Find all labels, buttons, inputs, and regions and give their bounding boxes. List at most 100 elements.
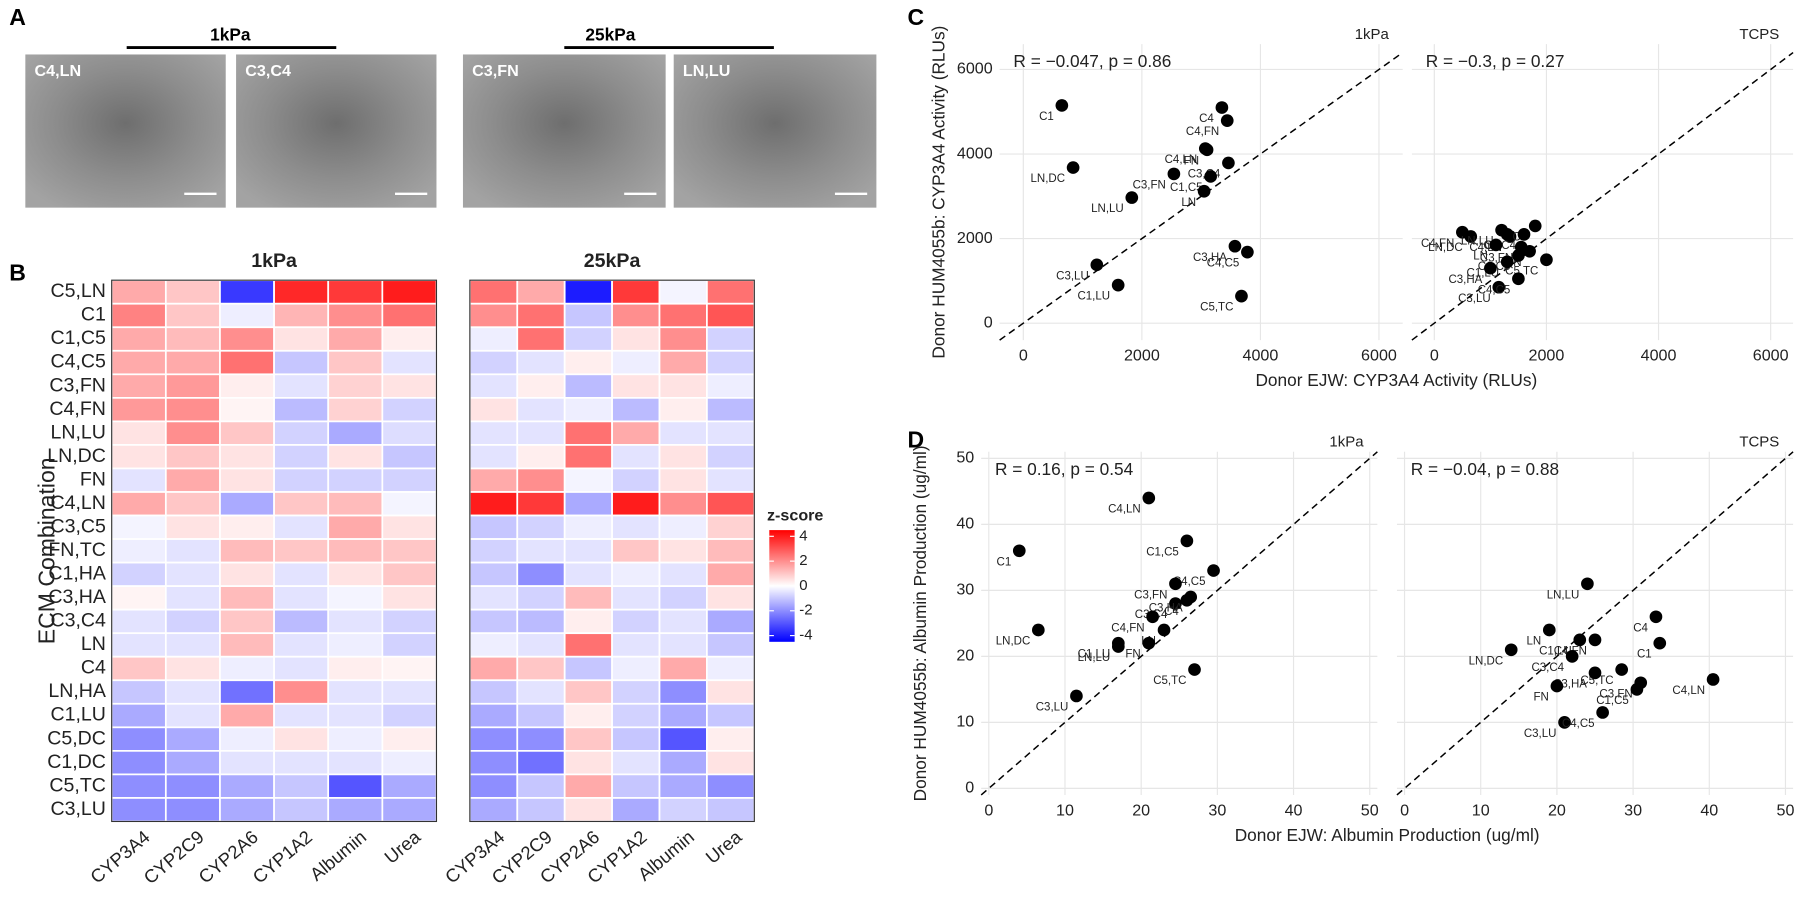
x-tick-label: 50 [1361, 801, 1379, 819]
point-label: C3,FN [1599, 688, 1632, 700]
heatmap-cell [327, 585, 384, 611]
heatmap-cell [381, 373, 438, 399]
heatmap-cell [110, 279, 167, 305]
heatmap-cell [110, 326, 167, 352]
heatmap-cell [381, 561, 438, 587]
x-axis-title: Donor EJW: CYP3A4 Activity (RLUs) [1255, 370, 1537, 390]
point-label: C3,LU [1458, 293, 1491, 305]
heatmap-cell [273, 702, 330, 729]
x-tick-label: 20 [1548, 801, 1566, 819]
heatmap-cell [110, 773, 167, 799]
heatmap-cell [516, 797, 566, 823]
heatmap-cell [706, 655, 756, 682]
heatmap-cell [381, 608, 438, 635]
colorbar-tick-label: 2 [799, 552, 807, 569]
heatmap-cell [110, 702, 167, 729]
heatmap-cell [658, 538, 708, 564]
identity-line [980, 451, 1378, 796]
x-tick-label: 30 [1624, 801, 1642, 819]
heatmap-cell [164, 396, 221, 423]
heatmap-cell [164, 514, 221, 540]
heatmap-cell [706, 702, 756, 729]
heatmap-cell [273, 491, 330, 517]
heatmap-cell [706, 585, 756, 611]
heatmap-cell [219, 773, 275, 799]
row-label: C1 [81, 304, 106, 326]
heatmap-cell [611, 561, 661, 587]
point [1142, 491, 1156, 505]
point [1197, 184, 1211, 198]
heatmap-cell [658, 585, 708, 611]
x-tick-label: 10 [1472, 801, 1490, 819]
heatmap-cell [381, 467, 438, 493]
point [1540, 253, 1553, 267]
heatmap-cell [110, 538, 167, 564]
heatmap-cell [658, 702, 708, 729]
heatmap-cell [706, 279, 756, 305]
annotation: R = −0.047, p = 0.86 [1013, 51, 1171, 71]
heatmap-cell [164, 467, 221, 493]
heatmap-cell [327, 373, 384, 399]
heatmap-cell [110, 749, 167, 776]
row-label: C5,TC [49, 774, 106, 796]
point-label: C1 [997, 556, 1012, 568]
point [1167, 167, 1181, 181]
point [1484, 261, 1497, 275]
heatmap-cell [164, 632, 221, 658]
heatmap-cell [110, 396, 167, 423]
heatmap-cell [563, 773, 613, 799]
row-label: FN [80, 468, 106, 490]
micrograph-label: LN,LU [683, 62, 730, 80]
heatmap-cell [706, 396, 756, 423]
y-axis-title: Donor HUM4055b: Albumin Production (ug/m… [910, 445, 930, 801]
row-label: C1,DC [47, 751, 106, 773]
heatmap-cell [563, 749, 613, 776]
heatmap-cell [219, 726, 275, 752]
y-tick-label: 40 [956, 515, 974, 533]
heatmap-cell [611, 467, 661, 493]
heatmap-cell [381, 349, 438, 376]
heatmap-cell [273, 302, 330, 329]
x-tick-label: 2000 [1124, 346, 1160, 364]
heatmap-cell [611, 773, 661, 799]
heatmap-cell [110, 514, 167, 540]
heatmap-cell [110, 444, 167, 470]
point-label: C3,LU [1524, 728, 1557, 740]
point-label: C3,FN [1134, 589, 1167, 601]
identity-line [1411, 51, 1794, 341]
heatmap-cell [273, 632, 330, 658]
point-label: C1,C5 [1170, 182, 1203, 194]
heatmap-cell [381, 302, 438, 329]
heatmap-cell [611, 585, 661, 611]
heatmap-cell [469, 396, 519, 423]
x-tick-label: 10 [1056, 801, 1074, 819]
point-label: LN,DC [1469, 655, 1504, 667]
point [1500, 255, 1514, 269]
micrograph-label: C4,LN [35, 62, 82, 80]
heatmap-cell [164, 561, 221, 587]
point-label: C3,LU [1036, 702, 1069, 714]
heatmap-cell [273, 420, 330, 446]
x-tick-label: 0 [1430, 346, 1439, 364]
heatmap-cell [516, 561, 566, 587]
point [1464, 230, 1478, 243]
y-axis-title: Donor HUM4055b: CYP3A4 Activity (RLUs) [928, 26, 948, 359]
heatmap-cell [563, 467, 613, 493]
heatmap-cell [381, 514, 438, 540]
row-label: LN [81, 633, 106, 655]
heatmap-cell [706, 373, 756, 399]
heatmap-cell [658, 326, 708, 352]
facet-label: TCPS [1739, 434, 1779, 451]
x-axis-title: Donor EJW: Albumin Production (ug/ml) [1235, 825, 1540, 845]
x-tick-label: 6000 [1361, 346, 1397, 364]
heatmap-cell [611, 749, 661, 776]
colorbar-tick-label: -2 [799, 602, 812, 619]
heatmap-cell [469, 726, 519, 752]
point [1111, 640, 1125, 653]
heatmap-cell [611, 302, 661, 329]
heatmap-cell [273, 655, 330, 682]
point [1653, 636, 1667, 650]
point [1220, 114, 1234, 127]
heatmap-cell [516, 632, 566, 658]
x-tick-label: 4000 [1243, 346, 1279, 364]
